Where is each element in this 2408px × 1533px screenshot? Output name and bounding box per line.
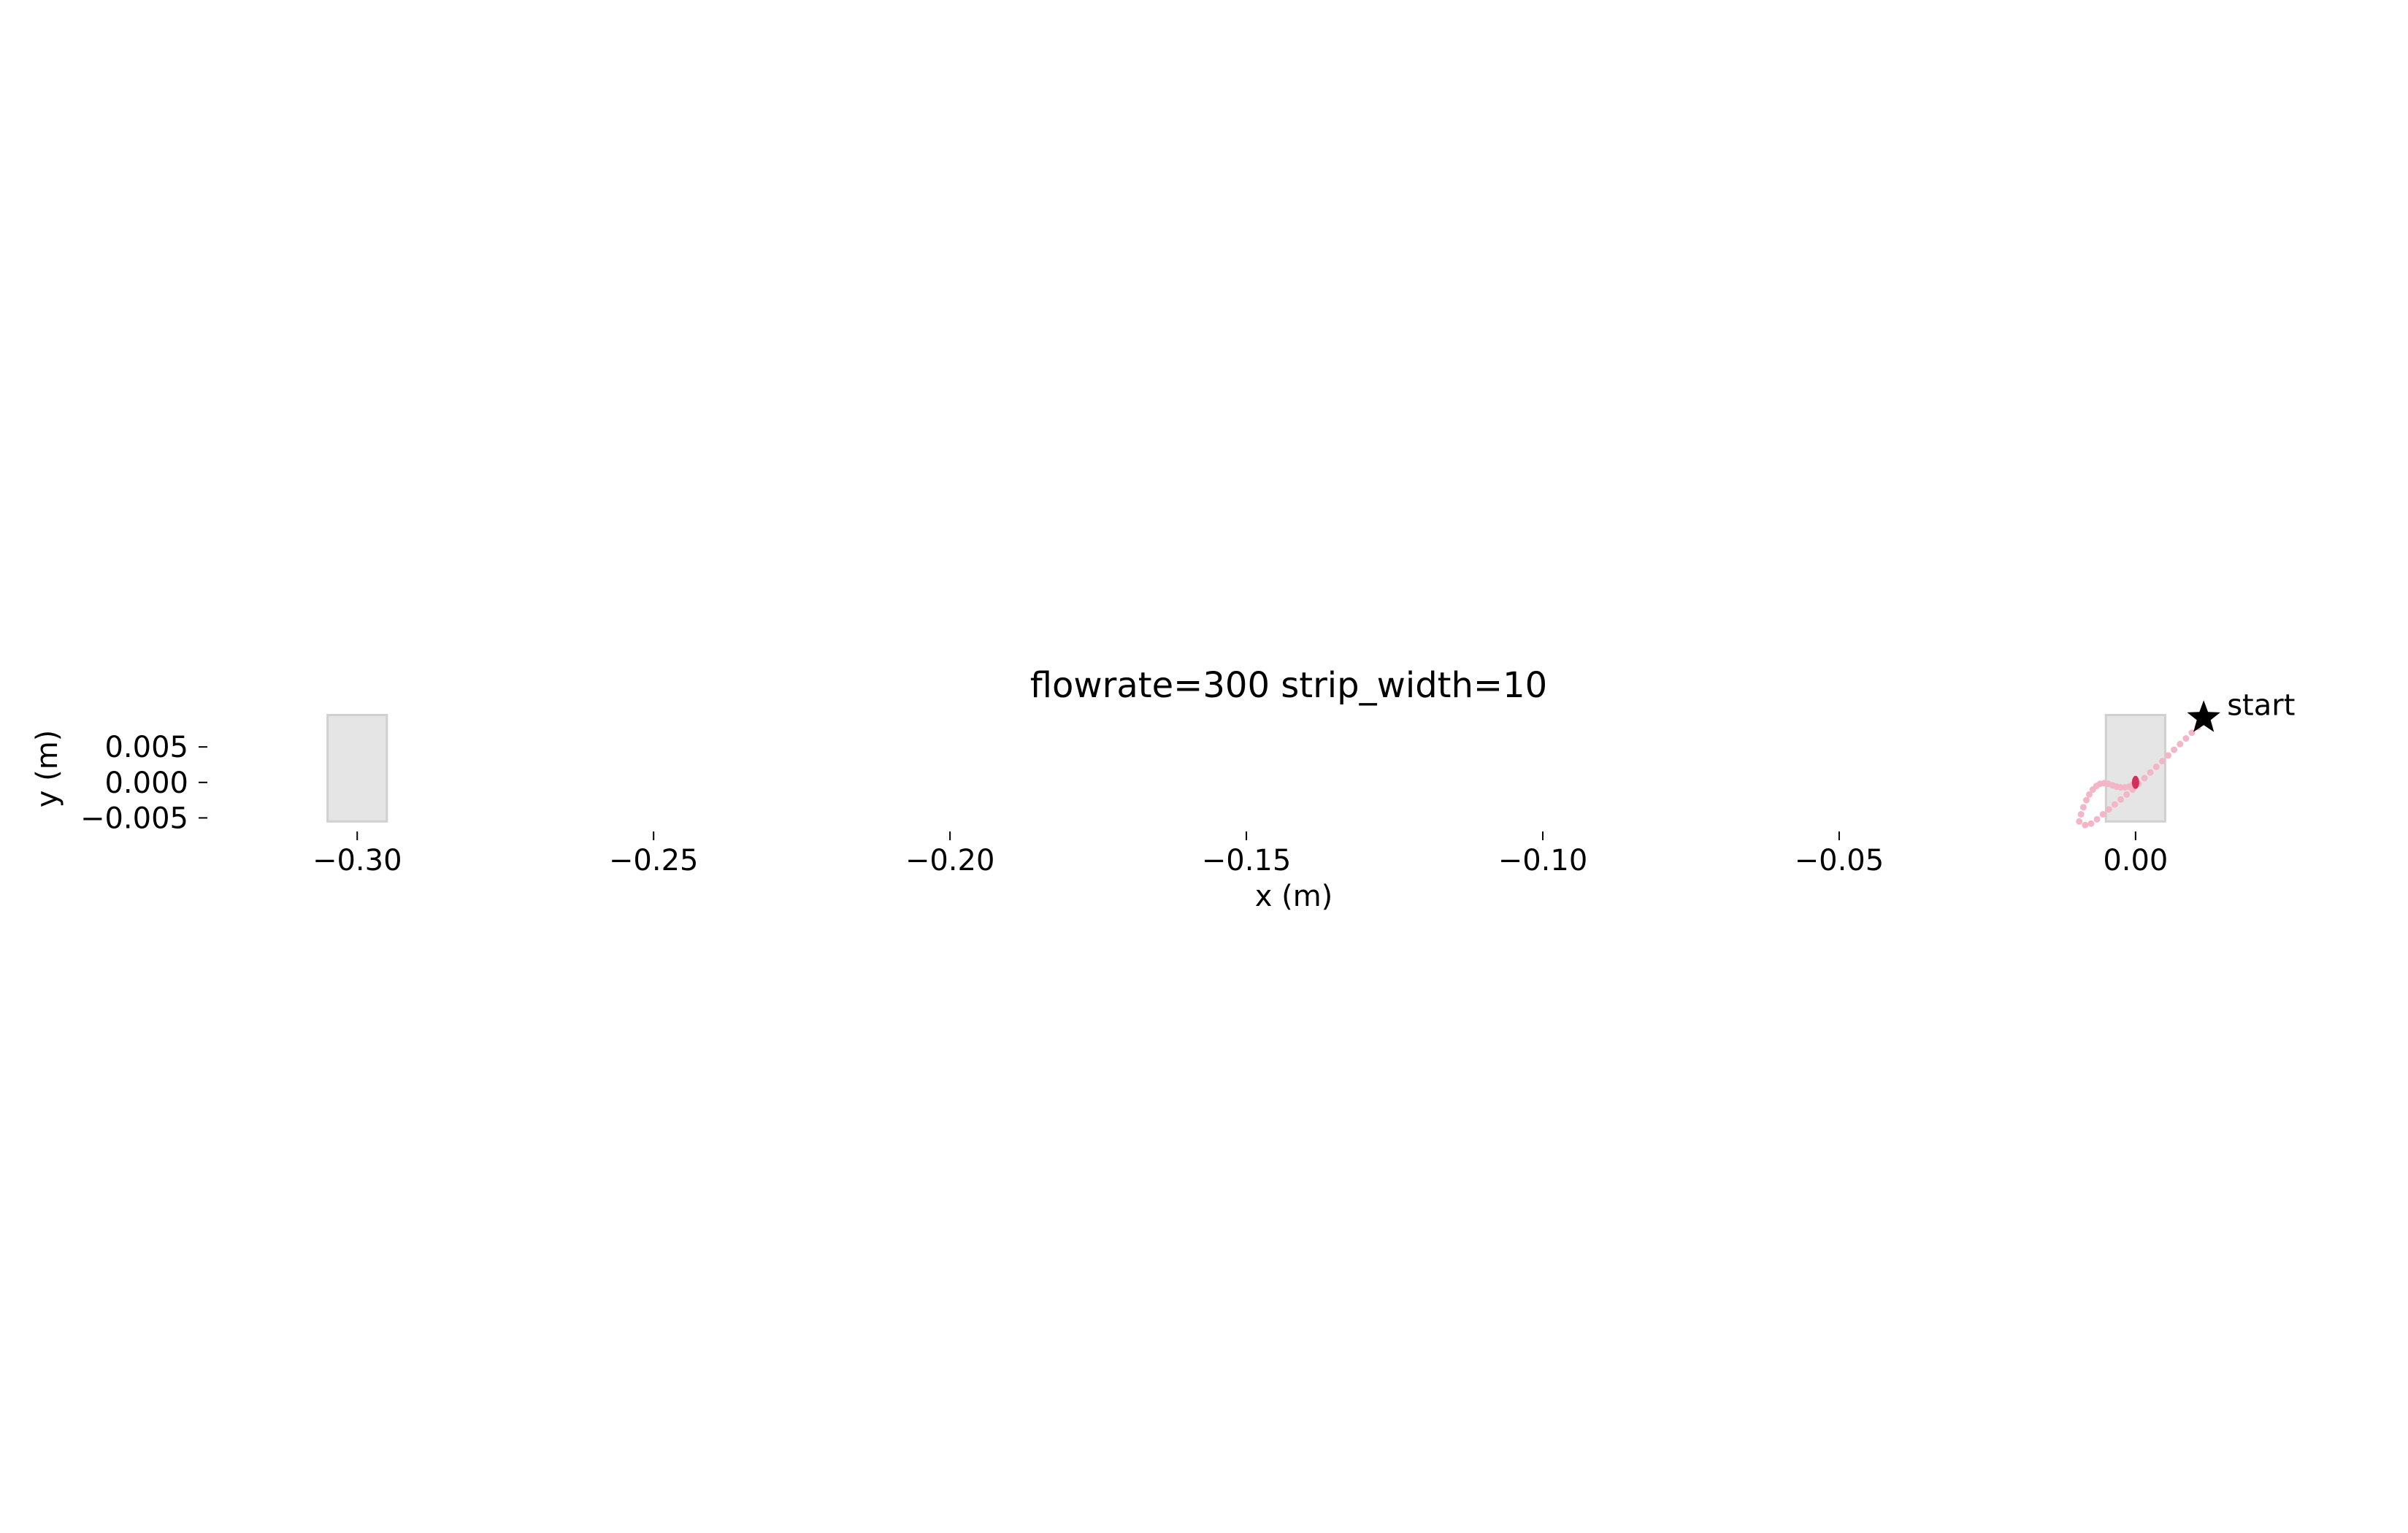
x-tick-label: −0.20 xyxy=(905,844,995,877)
y-axis-label: y (m) xyxy=(31,730,64,808)
trajectory-point xyxy=(2076,818,2083,825)
trajectory-point xyxy=(2093,815,2101,823)
x-tick-label: −0.05 xyxy=(1795,844,1884,877)
x-tick-label: −0.30 xyxy=(312,844,402,877)
trajectory-point xyxy=(2158,758,2166,765)
trajectory-point xyxy=(2087,820,2095,827)
x-tick-label: −0.15 xyxy=(1202,844,1292,877)
trajectory-point xyxy=(2177,740,2184,748)
trajectory-point xyxy=(2082,821,2089,829)
strip-1 xyxy=(326,713,388,823)
trajectory-point xyxy=(2147,769,2154,776)
trajectory-point xyxy=(2111,801,2118,808)
start-star-icon xyxy=(2187,700,2220,732)
start-label: start xyxy=(2227,688,2295,722)
chart-title: flowrate=300 strip_width=10 xyxy=(1030,665,1547,706)
y-tick-label: 0.000 xyxy=(104,766,188,800)
trajectory-point xyxy=(2117,796,2125,803)
trajectory-point xyxy=(2086,791,2093,798)
trajectory-point xyxy=(2079,804,2087,811)
y-tick-label: −0.005 xyxy=(80,802,188,835)
y-tick-label: 0.005 xyxy=(104,731,188,764)
trajectory-point xyxy=(2077,811,2085,818)
trajectory-point xyxy=(2099,811,2106,818)
end-point xyxy=(2131,775,2139,789)
trajectory-point xyxy=(2171,746,2178,753)
trajectory-point xyxy=(2105,806,2112,813)
x-axis-label: x (m) xyxy=(1255,880,1333,913)
x-tick-label: −0.25 xyxy=(609,844,699,877)
trajectory-point xyxy=(2165,752,2172,759)
trajectory-point xyxy=(2141,775,2148,782)
strips-layer xyxy=(326,713,2166,823)
trajectory-point xyxy=(2182,735,2190,742)
trajectory-point xyxy=(2152,763,2160,770)
x-tick-label: −0.10 xyxy=(1498,844,1588,877)
trajectory-point xyxy=(2188,729,2196,737)
trajectory-layer: start xyxy=(2076,688,2295,829)
x-tick-label: 0.00 xyxy=(2103,844,2168,877)
ticks-layer: −0.30 −0.25 −0.20 −0.15 −0.10 −0.05 0.00 0.0050… xyxy=(80,731,2168,877)
trajectory-point xyxy=(2082,796,2090,804)
trajectory-point xyxy=(2123,791,2131,798)
